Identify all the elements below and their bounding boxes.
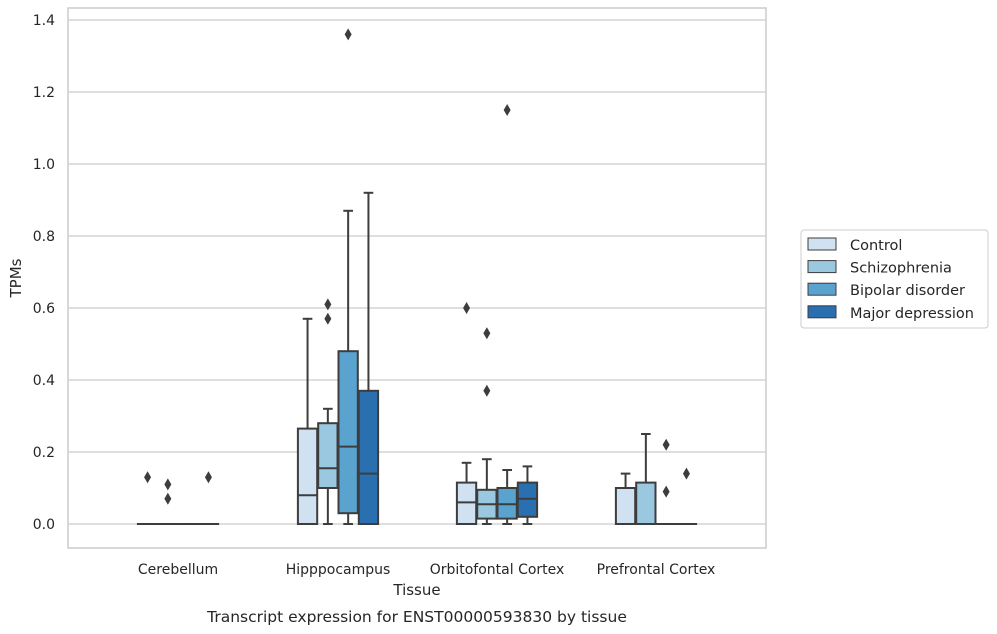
x-tick-label: Prefrontal Cortex: [597, 562, 716, 578]
legend-label: Schizophrenia: [850, 261, 952, 277]
y-tick-label: 1.0: [33, 157, 55, 173]
box-major-depression: [357, 191, 380, 525]
legend-label: Control: [850, 238, 902, 254]
outlier-point: [682, 467, 690, 480]
box-body: [337, 350, 359, 515]
box-schizophrenia: [635, 433, 657, 526]
outlier-point: [324, 312, 332, 325]
box-bipolar-disorder: [655, 438, 677, 526]
box-control: [136, 471, 159, 526]
legend-frame: [800, 229, 989, 329]
y-tick-label: 0.4: [33, 373, 55, 389]
y-tick-label: 0.6: [33, 301, 55, 317]
box-bipolar-disorder: [496, 104, 518, 525]
gridlines: [68, 19, 766, 525]
outlier-point: [324, 298, 332, 311]
x-tick-label: Hipppocampus: [286, 562, 391, 578]
legend-swatch: [807, 260, 837, 274]
box-schizophrenia: [476, 327, 498, 525]
x-tick-label: Cerebellum: [138, 562, 218, 578]
outlier-point: [483, 384, 491, 397]
y-tick-label: 1.2: [33, 85, 55, 101]
plot-frame: [67, 7, 767, 549]
outlier-point: [662, 438, 670, 451]
box-major-depression: [675, 467, 698, 526]
outlier-point: [463, 302, 471, 314]
y-tick-label: 0.0: [33, 517, 55, 533]
box-layer: [136, 28, 698, 526]
legend-label: Bipolar disorder: [850, 283, 965, 299]
outlier-point: [204, 471, 212, 484]
y-tick-label: 0.8: [33, 229, 55, 245]
box-control: [455, 302, 478, 526]
y-tick-label: 0.2: [33, 445, 55, 461]
legend: Control Schizophrenia Bipolar disorder Majo…: [800, 229, 989, 329]
box-body: [614, 487, 637, 525]
box-bipolar-disorder: [337, 28, 359, 525]
box-body: [317, 422, 339, 490]
box-schizophrenia: [157, 478, 179, 526]
x-axis-label: Tissue: [392, 581, 440, 599]
legend-swatch: [807, 282, 837, 296]
legend-swatch: [807, 305, 837, 319]
x-tick-label: Orbitofontal Cortex: [430, 562, 565, 578]
y-tick-label: 1.4: [33, 13, 55, 29]
outlier-point: [164, 478, 172, 491]
outlier-point: [662, 485, 670, 498]
box-major-depression: [516, 465, 539, 525]
box-control: [614, 472, 637, 525]
chart-title: Transcript expression for ENST0000059383…: [206, 608, 627, 626]
box-schizophrenia: [317, 298, 339, 525]
legend-swatch: [807, 237, 837, 251]
box-body: [296, 427, 319, 526]
box-body: [357, 389, 380, 525]
y-axis-label: TPMs: [7, 258, 25, 298]
outlier-point: [503, 104, 511, 116]
legend-label: Major depression: [850, 306, 974, 322]
box-body: [635, 481, 657, 526]
outlier-point: [344, 28, 352, 41]
outlier-point: [164, 492, 172, 505]
box-major-depression: [197, 471, 220, 526]
x-tick-labels: Cerebellum Hipppocampus Orbitofontal Corte…: [138, 562, 715, 578]
outlier-point: [144, 471, 152, 484]
y-tick-labels: 0.0 0.2 0.4 0.6 0.8 1.0 1.2 1.4: [33, 13, 55, 533]
outlier-point: [483, 327, 491, 340]
box-control: [296, 317, 319, 526]
